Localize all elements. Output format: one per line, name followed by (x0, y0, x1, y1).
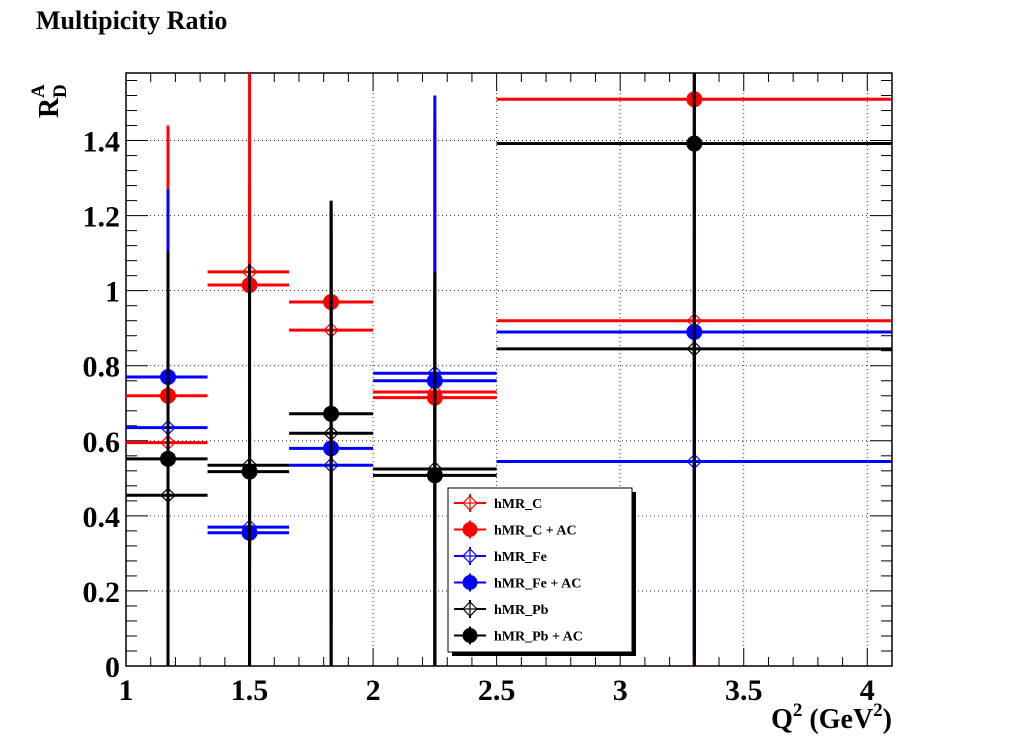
x-axis-label: Q2 (GeV2) (771, 700, 892, 735)
legend-box (447, 487, 633, 653)
x-tick-label: 1 (119, 674, 134, 707)
y-axis-label-sub: D (50, 84, 71, 98)
legend-label: hMR_C (494, 497, 542, 512)
x-tick-label: 1.5 (231, 674, 269, 707)
y-tick-label: 0.6 (83, 426, 121, 459)
legend-marker-circle (462, 522, 478, 537)
y-tick-label: 1.2 (83, 201, 121, 234)
x-tick-label: 3.5 (725, 674, 763, 707)
legend-marker-circle (462, 628, 478, 643)
chart-title: Multipicity Ratio (36, 6, 228, 35)
legend-label: hMR_Fe (494, 550, 547, 565)
y-tick-label: 0.8 (83, 351, 121, 384)
legend-marker-circle (462, 575, 478, 590)
legend-label: hMR_Pb (494, 603, 549, 618)
legend-label: hMR_Fe + AC (494, 577, 581, 592)
x-tick-label: 3 (613, 674, 628, 707)
x-tick-label: 2.5 (478, 674, 516, 707)
y-axis-label: RA D (28, 84, 71, 118)
y-tick-label: 0 (105, 651, 120, 684)
y-tick-label: 0.4 (83, 501, 121, 534)
y-tick-label: 1 (105, 276, 120, 309)
legend-label: hMR_C + AC (494, 524, 577, 539)
y-axis-label-sup: A (28, 84, 49, 98)
y-axis-label-main: R (34, 97, 65, 118)
legend-label: hMR_Pb + AC (494, 630, 583, 645)
y-tick-label: 0.2 (83, 576, 121, 609)
y-tick-label: 1.4 (83, 126, 121, 159)
x-tick-label: 2 (366, 674, 381, 707)
x-tick-label: 4 (860, 674, 875, 707)
